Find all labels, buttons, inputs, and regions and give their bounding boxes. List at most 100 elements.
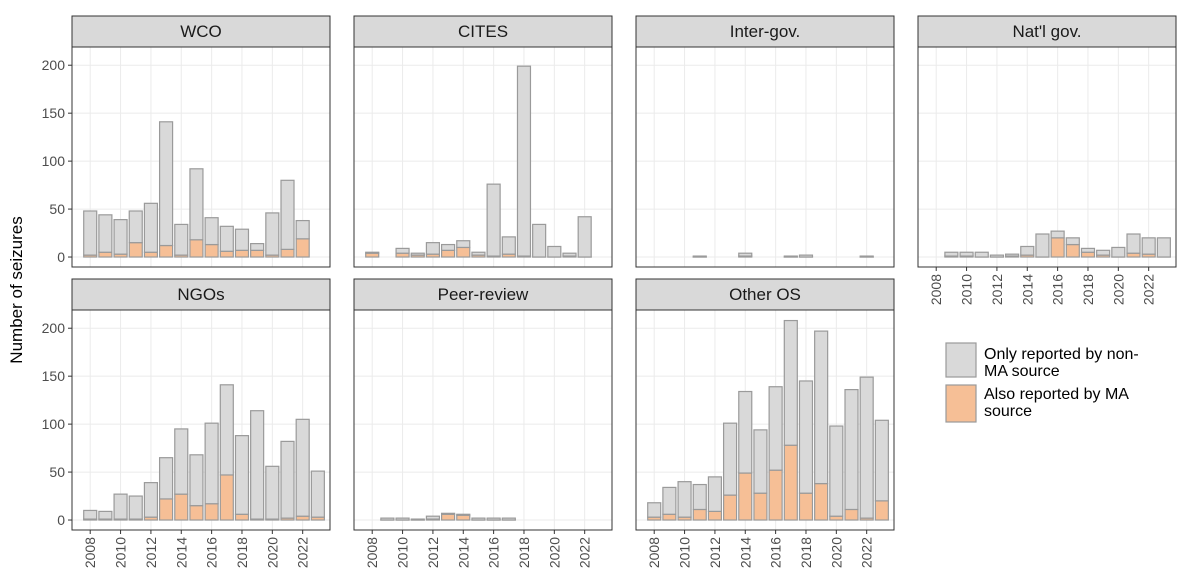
bar-segment bbox=[158, 457, 174, 500]
bar-segment bbox=[1080, 251, 1096, 258]
panel-border bbox=[353, 309, 613, 531]
x-tick-label: 2010 bbox=[959, 274, 975, 305]
x-tick-label: 2014 bbox=[1019, 274, 1035, 305]
bar-segment bbox=[234, 435, 250, 515]
x-tick-label: 2018 bbox=[798, 537, 814, 568]
y-tick-label: 100 bbox=[42, 416, 66, 432]
bar-segment bbox=[516, 65, 532, 257]
x-tick-label: 2020 bbox=[1110, 274, 1126, 305]
bar-segment bbox=[280, 440, 295, 519]
x-tick-label: 2014 bbox=[455, 537, 471, 568]
bar-segment bbox=[1096, 249, 1111, 256]
bar-segment bbox=[874, 500, 889, 521]
bar-segment bbox=[753, 492, 768, 521]
bar-segment bbox=[310, 470, 325, 518]
bar-segment bbox=[471, 251, 486, 256]
x-tick-label: 2016 bbox=[768, 537, 784, 568]
bar-segment bbox=[98, 510, 113, 520]
x-tick-label: 2012 bbox=[989, 274, 1005, 305]
bar-segment bbox=[158, 498, 174, 521]
bar-segment bbox=[189, 239, 204, 258]
bar-segment bbox=[1035, 233, 1050, 258]
x-tick-label: 2016 bbox=[204, 537, 220, 568]
bar-segment bbox=[753, 429, 768, 494]
bar-segment bbox=[234, 249, 250, 258]
bar-segment bbox=[577, 216, 592, 258]
legend-key bbox=[945, 384, 977, 423]
bar-segment bbox=[722, 422, 738, 496]
bar-segment bbox=[204, 217, 219, 246]
panel-border bbox=[71, 46, 331, 268]
bar-segment bbox=[440, 513, 456, 521]
bar-segment bbox=[501, 517, 516, 521]
bar-segment bbox=[1156, 237, 1171, 258]
bar-segment bbox=[486, 183, 501, 257]
bar-segment bbox=[768, 469, 783, 521]
bar-segment bbox=[128, 495, 143, 520]
bar-segment bbox=[204, 422, 219, 505]
bar-segment bbox=[456, 240, 471, 249]
bar-segment bbox=[440, 512, 456, 515]
x-tick-label: 2010 bbox=[677, 537, 693, 568]
bar-segment bbox=[219, 474, 234, 521]
bar-segment bbox=[456, 514, 471, 521]
y-tick-label: 0 bbox=[57, 512, 65, 528]
bar-segment bbox=[1050, 230, 1065, 239]
bar-segment bbox=[798, 254, 814, 258]
bar-segment bbox=[662, 486, 677, 515]
bar-segment bbox=[83, 509, 98, 520]
bar-segment bbox=[814, 482, 829, 521]
x-tick-label: 2022 bbox=[1141, 274, 1157, 305]
bar-segment bbox=[128, 210, 143, 244]
bar-segment bbox=[234, 228, 250, 251]
bar-segment bbox=[204, 243, 219, 258]
bar-segment bbox=[1126, 233, 1141, 254]
y-tick-label: 0 bbox=[57, 249, 65, 265]
bar-segment bbox=[844, 388, 859, 511]
bar-segment bbox=[692, 483, 707, 511]
x-tick-label: 2010 bbox=[395, 537, 411, 568]
x-tick-label: 2010 bbox=[113, 537, 129, 568]
y-axis-label: Number of seizures bbox=[7, 216, 26, 363]
bar-segment bbox=[738, 252, 753, 257]
strip bbox=[71, 15, 331, 48]
bar-segment bbox=[989, 254, 1005, 258]
bar-segment bbox=[395, 247, 410, 254]
bar-segment bbox=[692, 255, 707, 258]
bar-segment bbox=[174, 223, 189, 256]
y-tick-label: 200 bbox=[42, 57, 66, 73]
bar-segment bbox=[219, 384, 234, 476]
y-tick-label: 50 bbox=[49, 464, 65, 480]
panel-title: Other OS bbox=[729, 285, 801, 304]
bar-segment bbox=[158, 244, 174, 258]
bar-segment bbox=[98, 214, 113, 253]
bar-segment bbox=[532, 223, 547, 258]
bar-segment bbox=[1141, 237, 1156, 255]
bar-segment bbox=[250, 242, 265, 251]
bar-segment bbox=[295, 219, 310, 240]
panel-border bbox=[635, 46, 895, 268]
bar-segment bbox=[174, 428, 189, 495]
bar-segment bbox=[944, 251, 959, 257]
bar-segment bbox=[859, 255, 874, 258]
x-tick-label: 2012 bbox=[707, 537, 723, 568]
bar-segment bbox=[738, 472, 753, 521]
panel-title: Inter-gov. bbox=[730, 22, 801, 41]
y-tick-label: 50 bbox=[49, 201, 65, 217]
bar-segment bbox=[501, 236, 516, 255]
strip bbox=[917, 15, 1177, 48]
bar-segment bbox=[189, 505, 204, 521]
bar-segment bbox=[844, 508, 859, 521]
bar-segment bbox=[219, 250, 234, 258]
bar-segment bbox=[829, 425, 844, 517]
bar-segment bbox=[189, 454, 204, 507]
bar-segment bbox=[250, 249, 265, 258]
y-tick-label: 200 bbox=[42, 320, 66, 336]
bar-segment bbox=[707, 476, 723, 512]
bar-segment bbox=[250, 410, 265, 520]
bar-segment bbox=[677, 481, 692, 518]
x-tick-label: 2012 bbox=[425, 537, 441, 568]
bar-segment bbox=[174, 493, 189, 521]
x-tick-label: 2016 bbox=[486, 537, 502, 568]
